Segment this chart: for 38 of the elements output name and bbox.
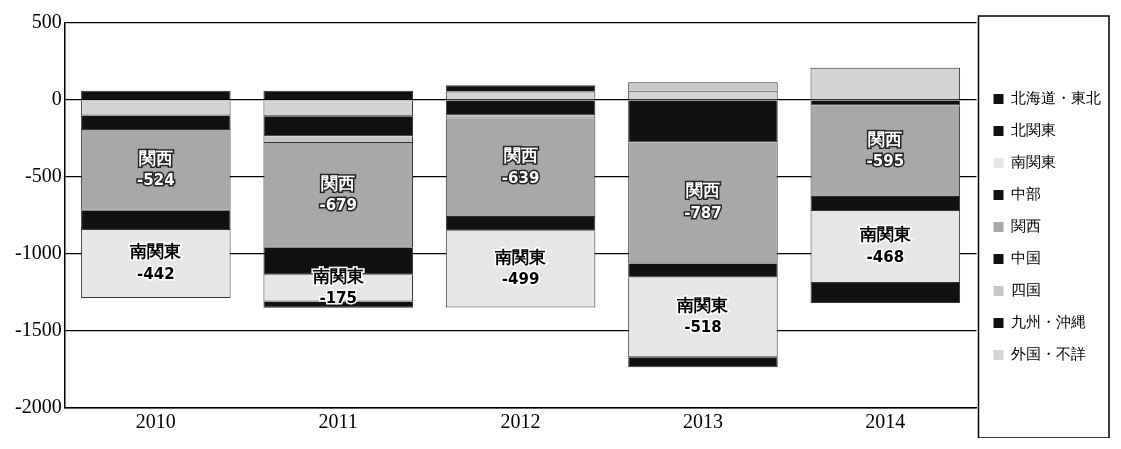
data-label: -679 bbox=[319, 196, 357, 215]
data-label: -639 bbox=[501, 168, 540, 187]
y-tick-label: 500 bbox=[31, 10, 62, 33]
legend-label: 四国 bbox=[1011, 280, 1041, 299]
text: 関西 bbox=[868, 128, 903, 149]
x-tick-label: 2010 bbox=[135, 410, 176, 433]
x-tick-label: 2014 bbox=[865, 410, 906, 433]
text: 関西 bbox=[503, 145, 538, 166]
y-tick-label: -500 bbox=[24, 164, 62, 187]
data-label: -787 bbox=[684, 203, 722, 222]
legend-label: 南関東 bbox=[1011, 152, 1056, 171]
data-label: -595 bbox=[866, 152, 905, 171]
data-label: -499 bbox=[501, 270, 540, 289]
data-label: -524 bbox=[137, 171, 175, 190]
y-tick-label: -1000 bbox=[14, 241, 62, 264]
data-label: -518 bbox=[684, 318, 722, 337]
text: 関西 bbox=[685, 180, 720, 201]
legend-label: 北海道・東北 bbox=[1011, 88, 1101, 107]
legend-label: 外国・不詳 bbox=[1011, 344, 1086, 363]
text: 南関東 bbox=[130, 241, 182, 262]
x-tick-label: 2012 bbox=[500, 410, 541, 433]
x-tick-label: 2011 bbox=[318, 410, 358, 433]
data-label: -442 bbox=[137, 264, 175, 283]
text: 関西 bbox=[138, 147, 173, 168]
legend-label: 北関東 bbox=[1011, 120, 1056, 139]
y-tick-label: 0 bbox=[51, 87, 62, 110]
y-tick-label: -2000 bbox=[14, 395, 62, 418]
y-tick-label: -1500 bbox=[14, 318, 62, 341]
text: 南関東 bbox=[859, 224, 911, 245]
legend-label: 中国 bbox=[1011, 248, 1041, 267]
x-tick-label: 2013 bbox=[682, 410, 723, 433]
data-label: -468 bbox=[866, 247, 905, 266]
text: 南関東 bbox=[677, 294, 729, 315]
legend-label: 関西 bbox=[1011, 216, 1041, 235]
text: 南関東 bbox=[495, 246, 547, 267]
legend-label: 九州・沖縄 bbox=[1011, 312, 1086, 331]
legend-label: 中部 bbox=[1011, 184, 1041, 203]
text: 関西 bbox=[321, 172, 356, 193]
